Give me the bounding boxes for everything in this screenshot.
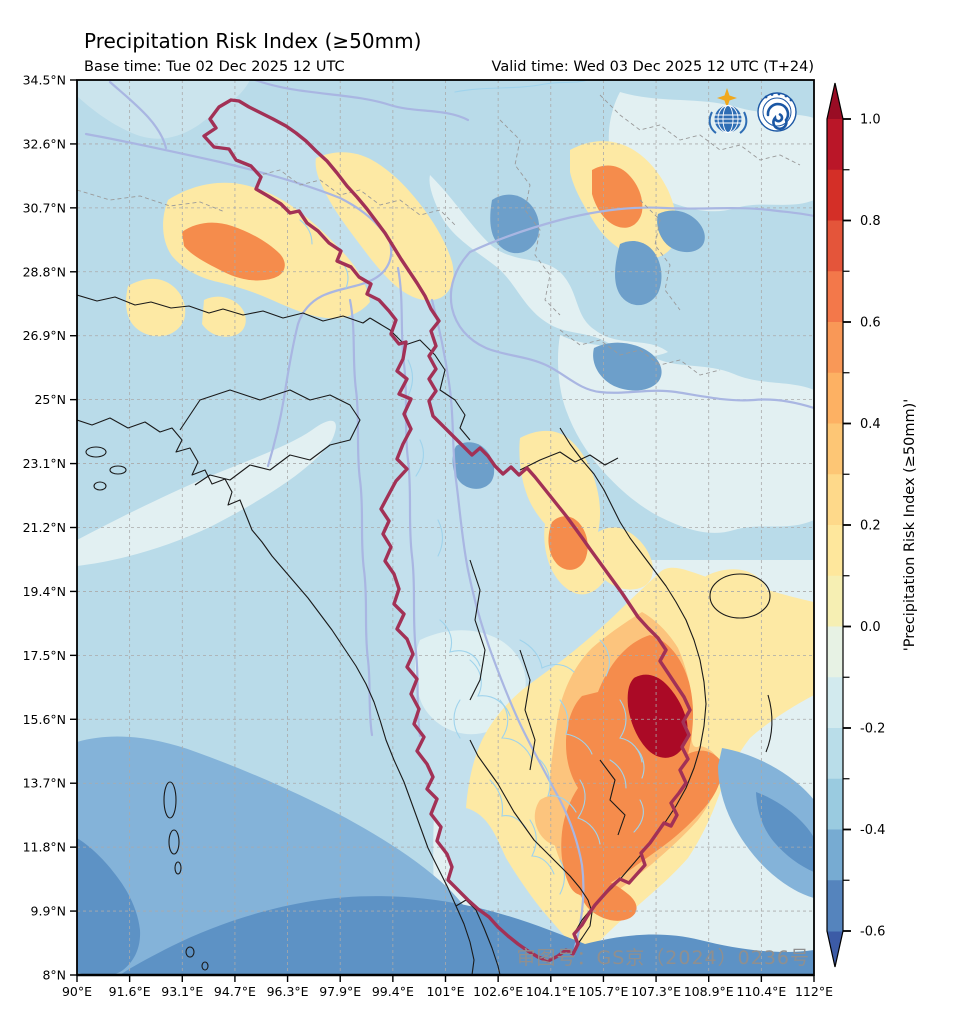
lat-tick-label: 26.9°N [23,328,66,343]
lat-tick-label: 13.7°N [23,776,66,791]
rivers-main [84,80,814,958]
cma-logo-icon [757,92,797,132]
lon-tick-label: 107.3°E [631,984,681,999]
page-title: Precipitation Risk Index (≥50mm) [84,29,421,53]
x-axis: 90°E 91.6°E 93.1°E 94.7°E 96.3°E 97.9°E 99.4°E… [62,975,833,999]
ocean-neg-deep-corner [77,838,141,975]
lon-tick-label: 112°E [795,984,833,999]
lon-tick-label: 104.1°E [526,984,576,999]
lat-tick-label: 9.9°N [31,904,66,919]
lat-tick-label: 28.8°N [23,264,66,279]
lon-tick-label: 108.9°E [684,984,734,999]
colorbar-segment [827,169,843,221]
colorbar-segment [827,220,843,272]
lon-tick-label: 97.9°E [319,984,361,999]
ocean-neg-deep-right [756,792,814,872]
colorbar-segment [827,677,843,729]
lat-tick-label: 25°N [34,392,66,407]
colorbar-label: 'Precipitation Risk Index (≥50mm)' [902,399,918,652]
lat-tick-label: 23.1°N [23,456,66,471]
cma-cloud-swirl [766,102,790,131]
colorbar-segment [827,423,843,475]
lat-tick-label: 30.7°N [23,200,66,215]
colorbar-segment [827,271,843,323]
colorbar-segments [827,83,843,967]
lon-tick-label: 94.7°E [214,984,256,999]
lon-tick-label: 96.3°E [267,984,309,999]
lon-tick-label: 93.1°E [161,984,203,999]
country-borders [77,294,773,975]
colorbar-ticks: 1.0 0.8 0.6 0.4 0.2 0.0 -0.2 -0.4 -0.6 [843,113,885,940]
contour-risk-extreme [627,674,688,758]
colorbar-segment [827,728,843,780]
lat-tick-label: 34.5°N [23,73,66,88]
colorbar-segment [827,575,843,627]
colorbar-segment [827,626,843,678]
colorbar-segment [827,372,843,424]
province-borders [77,94,801,376]
lon-tick-label: 105.7°E [578,984,628,999]
colorbar-tick-label: 0.0 [860,620,881,635]
wmo-logo-icon [708,88,748,134]
map-plot-area: 审图号：GS京（2024）0236号 [77,80,814,975]
lon-tick-label: 102.6°E [473,984,523,999]
base-time-label: Base time: Tue 02 Dec 2025 12 UTC [84,59,345,75]
lat-tick-label: 32.6°N [23,136,66,151]
colorbar-tick-label: 0.8 [860,214,881,229]
colorbar-segment [827,525,843,577]
lon-tick-label: 110.4°E [736,984,786,999]
colorbar-arrow-down [827,931,843,967]
colorbar-tick-label: -0.4 [860,823,885,838]
lon-tick-label: 101°E [426,984,464,999]
colorbar-tick-label: 0.4 [860,417,881,432]
rivers-tributaries [299,80,645,895]
colorbar-arrow-up [827,83,843,119]
wmo-star-icon [717,88,737,108]
contour-risk-high [182,165,722,921]
lon-tick-label: 99.4°E [372,984,414,999]
lat-tick-label: 17.5°N [23,648,66,663]
lat-tick-label: 19.4°N [23,584,66,599]
valid-time-label: Valid time: Wed 03 Dec 2025 12 UTC (T+24… [492,59,814,75]
colorbar-tick-label: -0.2 [860,722,885,737]
colorbar-tick-label: 0.6 [860,316,881,331]
colorbar-tick-label: 1.0 [860,113,881,128]
colorbar-segment [827,880,843,932]
colorbar-segment [827,119,843,171]
colorbar-segment [827,778,843,830]
y-axis: 34.5°N 32.6°N 30.7°N 28.8°N 26.9°N 25°N 23.1°N… [23,73,77,983]
map-approval-watermark: 审图号：GS京（2024）0236号 [517,947,811,969]
colorbar-segment [827,829,843,881]
colorbar-outline [826,82,844,968]
lat-tick-label: 15.6°N [23,712,66,727]
lat-tick-label: 21.2°N [23,520,66,535]
cma-ring-text-dots [764,92,793,102]
colorbar-tick-label: 0.2 [860,519,881,534]
lat-tick-label: 11.8°N [23,840,66,855]
lon-tick-label: 90°E [62,984,92,999]
colorbar-segment [827,322,843,374]
colorbar-tick-label: -0.6 [860,925,885,940]
colorbar: 1.0 0.8 0.6 0.4 0.2 0.0 -0.2 -0.4 -0.6 'Precipit… [826,82,918,968]
lat-tick-label: 8°N [42,968,66,983]
ocean-neg-deep-band [120,896,814,975]
lon-tick-label: 91.6°E [109,984,151,999]
colorbar-segment [827,474,843,526]
